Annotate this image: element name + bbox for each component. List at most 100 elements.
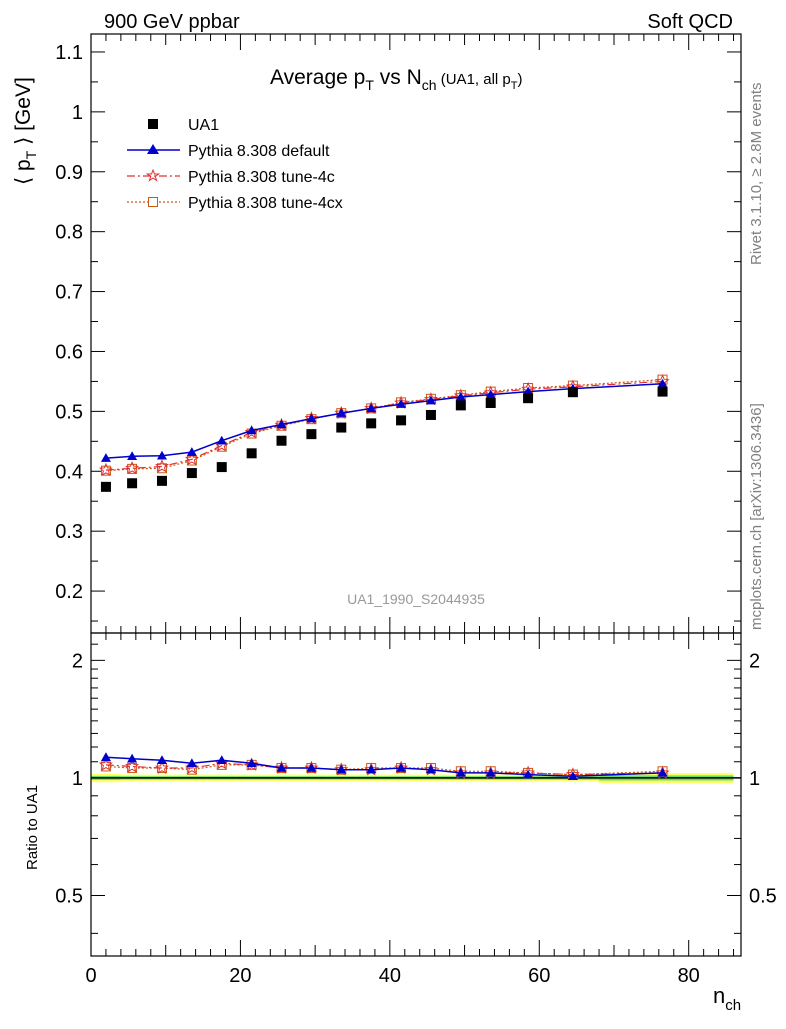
plot-title: Average pT vs Nch (UA1, all pT) [270, 66, 523, 93]
marker-default [216, 435, 227, 445]
legend-item-ua1: UA1 [148, 117, 219, 134]
marker-ua1 [657, 386, 668, 397]
header-left: 900 GeV ppbar [104, 11, 240, 33]
y-axis-label-bottom: Ratio to UA1 [24, 785, 41, 870]
ratio-marker-default [366, 764, 377, 774]
y-axis-label-top: ⟨ pT ⟩ [GeV] [12, 77, 39, 185]
ratio-marker-default [485, 767, 496, 777]
mcplots-label: mcplots.cern.ch [arXiv:1306.3436] [748, 403, 765, 630]
marker-ua1 [246, 448, 257, 459]
ratio-marker-tune4c [98, 757, 113, 771]
y-tick-label-top: 0.2 [55, 581, 83, 603]
marker-default [523, 386, 534, 396]
marker-ua1 [567, 387, 578, 398]
series-layer [98, 374, 670, 492]
legend-item-tune4c: Pythia 8.308 tune-4c [127, 168, 335, 186]
ratio-marker-default [186, 758, 197, 768]
marker-tune4c [244, 424, 259, 439]
legend-label-ua1: UA1 [188, 117, 219, 134]
marker-ua1 [396, 415, 407, 426]
ratio-marker-tune4cx [100, 761, 111, 772]
x-tick-label: 20 [229, 965, 251, 987]
ratio-marker-default [127, 753, 138, 763]
ratio-marker-default [425, 764, 436, 774]
marker-ua1 [485, 397, 496, 408]
ratio-marker-default [336, 764, 347, 774]
legend-item-default: Pythia 8.308 default [127, 143, 330, 160]
marker-ua1 [216, 462, 227, 473]
marker-ua1 [336, 422, 347, 433]
marker-default [657, 378, 668, 388]
marker-ua1 [425, 409, 436, 420]
marker-tune4c [98, 462, 113, 476]
y-tick-label-top: 1 [72, 102, 83, 124]
marker-tune4c [155, 459, 169, 473]
marker-default [425, 395, 436, 405]
y-tick-label-top: 0.5 [55, 401, 83, 423]
marker-tune4c [184, 451, 199, 466]
y-tick-label-bottom-right: 0.5 [749, 886, 777, 908]
marker-default [156, 450, 167, 460]
legend-label-tune4cx: Pythia 8.308 tune-4cx [188, 195, 343, 212]
x-tick-label: 0 [85, 965, 96, 987]
legend-marker-tune4c [145, 168, 161, 182]
y-tick-label-top: 1.1 [55, 42, 83, 64]
y-tick-label-top: 0.8 [55, 222, 83, 244]
y-tick-label-bottom-right: 1 [749, 768, 760, 790]
marker-ua1 [156, 475, 167, 486]
ratio-marker-default [156, 755, 167, 764]
ratio-marker-default [523, 769, 534, 779]
x-tick-label: 60 [528, 965, 550, 987]
marker-default [100, 453, 111, 462]
marker-default [455, 391, 466, 401]
legend-label-default: Pythia 8.308 default [188, 143, 330, 160]
ratio-marker-default [657, 767, 668, 777]
marker-default [127, 451, 138, 461]
ratio-marker-default [216, 755, 227, 764]
legend-item-tune4cx: Pythia 8.308 tune-4cx [127, 195, 343, 212]
marker-ua1 [100, 481, 111, 492]
legend-label-tune4c: Pythia 8.308 tune-4c [188, 169, 335, 186]
x-tick-label: 80 [678, 965, 700, 987]
ratio-marker-default [246, 758, 257, 768]
ratio-layer [98, 752, 670, 781]
marker-default [306, 413, 317, 423]
series-line-1 [105, 383, 663, 459]
marker-default [366, 403, 377, 413]
y-tick-label-bottom-left: 1 [72, 768, 83, 790]
legend: UA1 Pythia 8.308 default Pythia 8.308 tu… [127, 117, 343, 212]
axis-ticks [90, 34, 741, 956]
ratio-marker-tune4cx [127, 763, 138, 774]
ratio-marker-tune4c [155, 760, 169, 774]
bottom-panel-frame [90, 632, 742, 957]
y-tick-label-top: 0.3 [55, 521, 83, 543]
y-tick-label-top: 0.4 [55, 461, 83, 483]
marker-ua1 [523, 393, 534, 404]
marker-default [336, 408, 347, 417]
ratio-marker-default [276, 763, 287, 772]
marker-ua1 [127, 478, 138, 489]
y-tick-label-top: 0.6 [55, 341, 83, 363]
rivet-label: Rivet 3.1.10, ≥ 2.8M events [748, 83, 765, 266]
marker-default [396, 399, 407, 408]
legend-marker-tune4cx [148, 197, 158, 207]
marker-ua1 [276, 435, 287, 446]
marker-default [485, 389, 496, 399]
axis-tick-labels: 0.20.30.40.50.60.70.80.911.10.5 0.51 12 20 2… [55, 42, 777, 987]
y-tick-label-top: 0.9 [55, 162, 83, 184]
marker-ua1 [366, 418, 377, 429]
y-tick-label-bottom-right: 2 [749, 650, 760, 672]
marker-default [186, 447, 197, 456]
ratio-marker-tune4c [125, 759, 140, 773]
marker-ua1 [186, 468, 197, 479]
x-axis-label: nch [713, 983, 741, 1014]
marker-default [276, 419, 287, 429]
ratio-marker-default [100, 752, 111, 761]
y-tick-label-bottom-left: 0.5 [55, 886, 83, 908]
y-tick-label-top: 0.7 [55, 282, 83, 304]
legend-marker-default [147, 144, 159, 154]
marker-tune4cx [156, 463, 167, 474]
marker-ua1 [306, 429, 317, 440]
